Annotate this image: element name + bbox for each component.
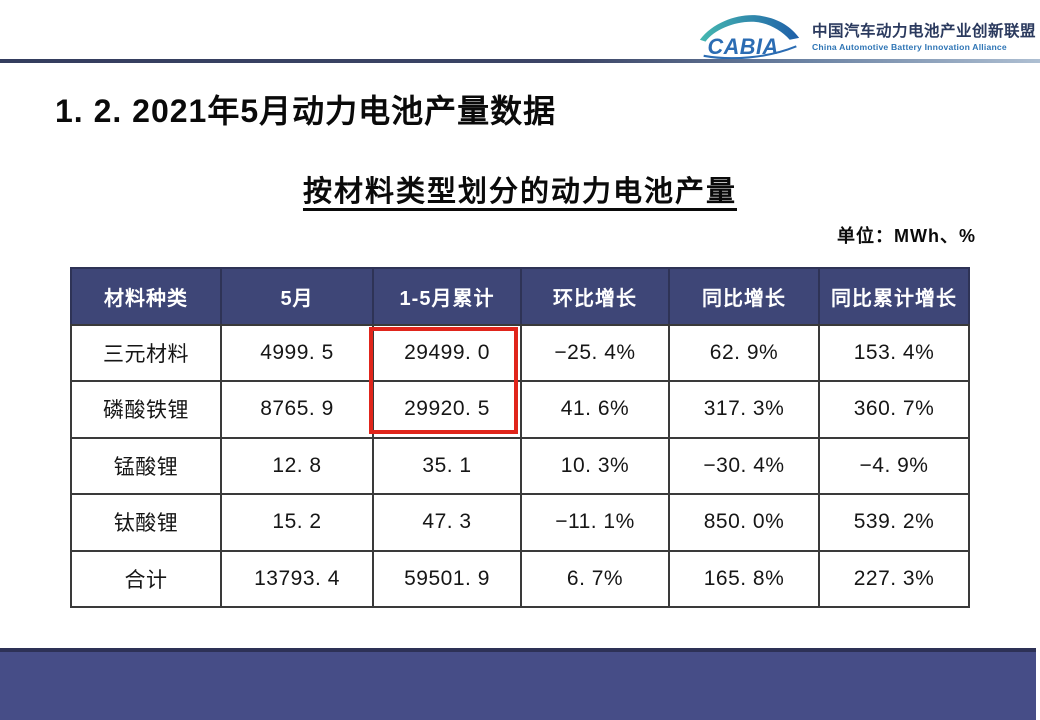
value-cell: 317. 3% — [668, 380, 820, 439]
org-name-cn: 中国汽车动力电池产业创新联盟 — [812, 22, 1037, 40]
column-header-mom-growth: 环比增长 — [520, 267, 670, 326]
battery-production-table: 材料种类 5月 1-5月累计 环比增长 同比增长 同比累计增长 三元材料 499… — [70, 267, 970, 608]
column-header-yoy-growth: 同比增长 — [668, 267, 820, 326]
value-cell: −11. 1% — [520, 493, 670, 552]
table-row-lfp: 磷酸铁锂 8765. 9 29920. 5 41. 6% 317. 3% 360… — [70, 380, 970, 439]
value-cell: 165. 8% — [668, 549, 820, 608]
value-cell: 35. 1 — [372, 436, 522, 495]
material-cell: 三元材料 — [70, 323, 222, 382]
table-header-row: 材料种类 5月 1-5月累计 环比增长 同比增长 同比累计增长 — [70, 267, 970, 326]
table-row-total: 合计 13793. 4 59501. 9 6. 7% 165. 8% 227. … — [70, 549, 970, 608]
value-cell: 4999. 5 — [220, 323, 374, 382]
header-logo-group: CABIA 中国汽车动力电池产业创新联盟 China Automotive Ba… — [698, 10, 1036, 60]
unit-label: 单位：MWh、% — [837, 226, 976, 246]
value-cell: −30. 4% — [668, 436, 820, 495]
value-cell: 360. 7% — [818, 380, 970, 439]
value-cell: 12. 8 — [220, 436, 374, 495]
value-cell: 59501. 9 — [372, 549, 522, 608]
value-cell: 227. 3% — [818, 549, 970, 608]
table-row-lto: 钛酸锂 15. 2 47. 3 −11. 1% 850. 0% 539. 2% — [70, 493, 970, 552]
value-cell: −4. 9% — [818, 436, 970, 495]
org-name-en: China Automotive Battery Innovation Alli… — [812, 42, 1007, 53]
org-name-block: 中国汽车动力电池产业创新联盟 China Automotive Battery … — [812, 16, 1036, 54]
material-cell: 磷酸铁锂 — [70, 380, 222, 439]
page-title: 1. 2. 2021年5月动力电池产量数据 — [55, 93, 557, 129]
material-cell: 合计 — [70, 549, 222, 608]
table-row-ternary: 三元材料 4999. 5 29499. 0 −25. 4% 62. 9% 153… — [70, 323, 970, 382]
column-header-may: 5月 — [220, 267, 374, 326]
value-cell: 153. 4% — [818, 323, 970, 382]
value-cell: 62. 9% — [668, 323, 820, 382]
value-cell-highlighted: 29920. 5 — [372, 380, 522, 439]
value-cell: 10. 3% — [520, 436, 670, 495]
value-cell: 41. 6% — [520, 380, 670, 439]
bottom-band — [0, 648, 1036, 720]
column-header-yoy-cum-growth: 同比累计增长 — [818, 267, 970, 326]
value-cell: 539. 2% — [818, 493, 970, 552]
header-divider — [0, 59, 1040, 63]
column-header-cumulative: 1-5月累计 — [372, 267, 522, 326]
value-cell: 6. 7% — [520, 549, 670, 608]
value-cell: 13793. 4 — [220, 549, 374, 608]
table-row-lmo: 锰酸锂 12. 8 35. 1 10. 3% −30. 4% −4. 9% — [70, 436, 970, 495]
value-cell: 15. 2 — [220, 493, 374, 552]
value-cell: 8765. 9 — [220, 380, 374, 439]
value-cell-highlighted: 29499. 0 — [372, 323, 522, 382]
material-cell: 钛酸锂 — [70, 493, 222, 552]
value-cell: 47. 3 — [372, 493, 522, 552]
value-cell: 850. 0% — [668, 493, 820, 552]
section-subtitle: 按材料类型划分的动力电池产量 — [302, 176, 737, 208]
cabia-logo-icon: CABIA — [699, 15, 800, 60]
column-header-material: 材料种类 — [70, 267, 222, 326]
value-cell: −25. 4% — [520, 323, 670, 382]
material-cell: 锰酸锂 — [70, 436, 222, 495]
